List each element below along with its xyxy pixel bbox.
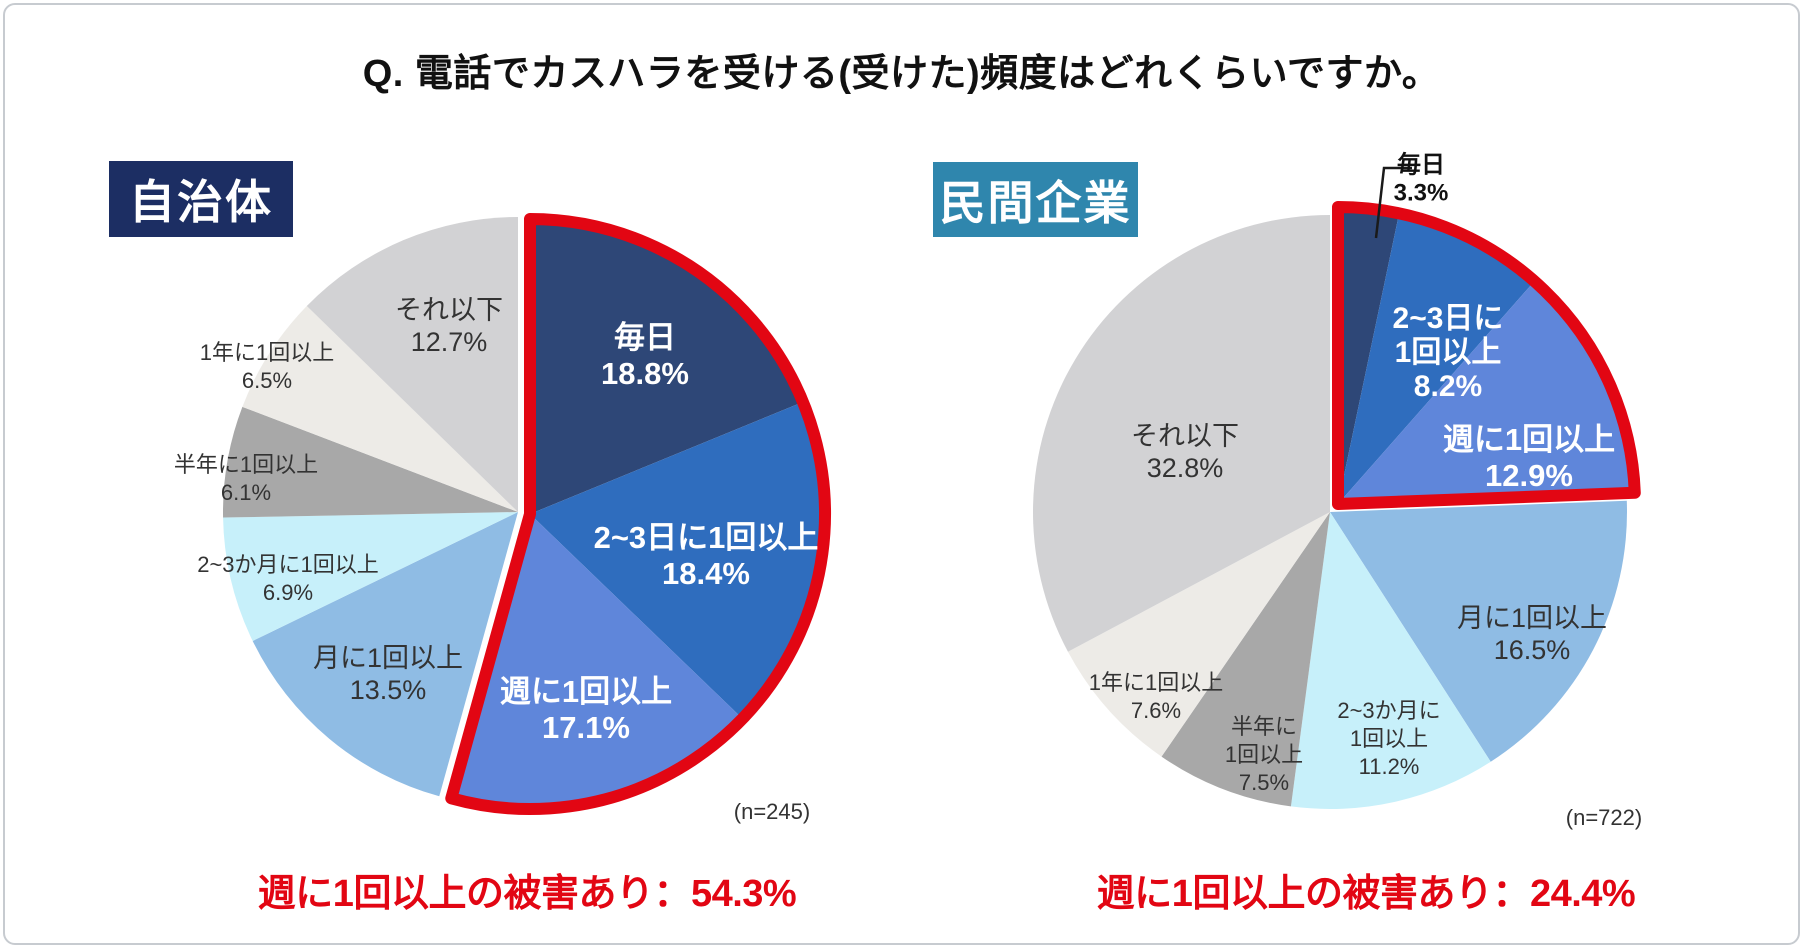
- pie-slice-label-3: 月に1回以上 13.5%: [313, 643, 463, 705]
- pie-slice-label-2: 週に1回以上 12.9%: [1443, 422, 1615, 493]
- pie-slice-label-0: 毎日 18.8%: [601, 320, 689, 391]
- leader-line: [1374, 166, 1412, 239]
- pie-slice-4: [1290, 512, 1491, 809]
- pie-slice-3: [1330, 500, 1627, 762]
- pie-slice-2: [451, 514, 743, 809]
- card-border: [3, 3, 1800, 945]
- highlight-outline: [445, 213, 831, 815]
- pie-slice-label-5: 半年に1回以上 6.1%: [174, 452, 318, 505]
- pie-slice-label-7: それ以下 12.7%: [395, 295, 503, 357]
- municipality-weekly-summary: 週に1回以上の被害あり：54.3%: [257, 873, 797, 915]
- private-company-sample-size: (n=722): [1565, 805, 1643, 830]
- pie-slice-4: [223, 512, 518, 641]
- pie-slice-6: [1067, 512, 1330, 757]
- private-company-header-badge: 民間企業: [933, 162, 1138, 237]
- pie-slice-label-4: 2~3か月に 1回以上 11.2%: [1337, 698, 1440, 779]
- pie-slice-label-6: 1年に1回以上 7.6%: [1089, 670, 1223, 723]
- pie-slice-1: [530, 401, 825, 719]
- pie-slice-label-0: 毎日 3.3%: [1394, 151, 1449, 206]
- pie-slice-label-1: 2~3日に1回以上 18.4%: [594, 520, 819, 591]
- pie-slice-label-7: それ以下 32.8%: [1131, 421, 1239, 483]
- pie-slice-5: [1161, 512, 1330, 807]
- pie-slice-1: [1338, 213, 1535, 505]
- pie-slice-label-5: 半年に 1回以上 7.5%: [1225, 714, 1303, 795]
- pie-slice-0: [1338, 207, 1400, 504]
- pie-slice-3: [252, 512, 518, 797]
- pie-slice-5: [223, 406, 518, 518]
- pie-slice-label-1: 2~3日に 1回以上 8.2%: [1393, 302, 1504, 403]
- municipality-header-badge: 自治体: [109, 161, 293, 237]
- pie-slice-label-6: 1年に1回以上 6.5%: [200, 340, 334, 393]
- pie-slice-6: [242, 306, 518, 512]
- pie-slice-0: [530, 219, 803, 514]
- municipality-sample-size: (n=245): [733, 799, 811, 824]
- highlight-outline: [1332, 201, 1641, 510]
- question-title: Q. 電話でカスハラを受ける(受けた)頻度はどれくらいですか。: [362, 53, 1441, 95]
- pie-slice-2: [1338, 281, 1635, 504]
- private-company-weekly-summary: 週に1回以上の被害あり：24.4%: [1096, 873, 1636, 915]
- pie-slice-label-2: 週に1回以上 17.1%: [500, 674, 672, 745]
- pie-slice-label-3: 月に1回以上 16.5%: [1457, 603, 1607, 665]
- pie-slice-label-4: 2~3か月に1回以上 6.9%: [197, 552, 379, 605]
- pie-slice-7: [306, 217, 518, 512]
- pie-slice-7: [1032, 215, 1330, 652]
